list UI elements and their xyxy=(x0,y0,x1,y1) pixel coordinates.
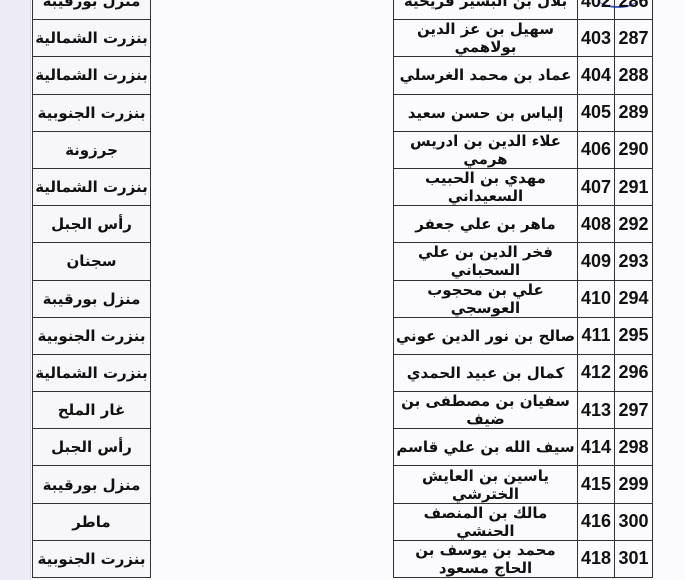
number-cell: 299 xyxy=(614,465,653,504)
number-cell: 289 xyxy=(614,93,653,132)
city-table: منزل بورقيبة بنزرت الشمالية بنزرت الشمالية… xyxy=(32,0,151,579)
name-cell: سهيل بن عز الدين بولاهمي xyxy=(393,19,578,58)
names-table: بلال بن البشير قريحية 402 286 سهيل بن عز ال… xyxy=(393,0,653,579)
city-cell: بنزرت الجنوبية xyxy=(32,316,151,355)
table-row: فخر الدين بن علي السحباني 409 293 xyxy=(393,242,653,281)
id-cell: 416 xyxy=(577,502,615,541)
number-cell: 295 xyxy=(614,316,653,355)
number-cell: 287 xyxy=(614,19,653,58)
table-row: ياسين بن العايش الخترشي 415 299 xyxy=(393,465,653,504)
city-cell: منزل بورقيبة xyxy=(32,0,151,21)
number-cell: 301 xyxy=(614,539,653,579)
number-cell: 292 xyxy=(614,205,653,244)
name-cell: سيف الله بن علي قاسم xyxy=(393,428,578,467)
number-cell: 296 xyxy=(614,353,653,393)
city-cell: رأس الجبل xyxy=(32,205,151,244)
table-row: مهدي بن الحبيب السعيداني 407 291 xyxy=(393,167,653,207)
city-cell: بنزرت الشمالية xyxy=(32,19,151,58)
city-row: رأس الجبل xyxy=(32,205,151,244)
name-cell: إلياس بن حسن سعيد xyxy=(393,93,578,132)
city-cell: ماطر xyxy=(32,502,151,541)
id-cell: 410 xyxy=(577,279,615,318)
name-cell: مالك بن المنصف الحنشي xyxy=(393,502,578,541)
city-cell: منزل بورقيبة xyxy=(32,279,151,318)
name-cell: محمد بن يوسف بن الحاج مسعود xyxy=(393,539,578,579)
city-row: منزل بورقيبة xyxy=(32,465,151,504)
city-row: بنزرت الشمالية xyxy=(32,19,151,58)
city-row: رأس الجبل xyxy=(32,428,151,467)
city-cell: بنزرت الشمالية xyxy=(32,353,151,393)
city-row: بنزرت الجنوبية xyxy=(32,539,151,579)
name-cell: عماد بن محمد الغرسلي xyxy=(393,56,578,95)
number-cell: 294 xyxy=(614,279,653,318)
number-cell: 297 xyxy=(614,391,653,430)
number-cell: 286 xyxy=(614,0,653,21)
name-cell: صالح بن نور الدين عوني xyxy=(393,316,578,355)
city-cell: رأس الجبل xyxy=(32,428,151,467)
city-cell: سجنان xyxy=(32,242,151,281)
id-cell: 405 xyxy=(577,93,615,132)
id-cell: 404 xyxy=(577,56,615,95)
table-row: ماهر بن علي جعفر 408 292 xyxy=(393,205,653,244)
name-cell: بلال بن البشير قريحية xyxy=(393,0,578,21)
table-row: صالح بن نور الدين عوني 411 295 xyxy=(393,316,653,355)
city-cell: بنزرت الشمالية xyxy=(32,56,151,95)
city-cell: بنزرت الجنوبية xyxy=(32,93,151,132)
city-cell: منزل بورقيبة xyxy=(32,465,151,504)
city-row: سجنان xyxy=(32,242,151,281)
table-row: محمد بن يوسف بن الحاج مسعود 418 301 xyxy=(393,539,653,579)
table-row: علاء الدين بن ادريس هرمي 406 290 xyxy=(393,130,653,169)
table-row: سهيل بن عز الدين بولاهمي 403 287 xyxy=(393,19,653,58)
city-row: بنزرت الجنوبية xyxy=(32,93,151,132)
number-cell: 290 xyxy=(614,130,653,169)
id-cell: 413 xyxy=(577,391,615,430)
number-cell: 291 xyxy=(614,167,653,207)
name-cell: علاء الدين بن ادريس هرمي xyxy=(393,130,578,169)
city-cell: بنزرت الشمالية xyxy=(32,167,151,207)
id-cell: 402 xyxy=(577,0,615,21)
city-row: منزل بورقيبة xyxy=(32,0,151,21)
id-cell: 415 xyxy=(577,465,615,504)
city-cell: جرزونة xyxy=(32,130,151,169)
city-row: جرزونة xyxy=(32,130,151,169)
name-cell: علي بن محجوب العوسجي xyxy=(393,279,578,318)
id-cell: 412 xyxy=(577,353,615,393)
name-cell: ياسين بن العايش الخترشي xyxy=(393,465,578,504)
page-edge xyxy=(0,0,31,580)
city-cell: غار الملح xyxy=(32,391,151,430)
id-cell: 414 xyxy=(577,428,615,467)
table-row: سيف الله بن علي قاسم 414 298 xyxy=(393,428,653,467)
name-cell: ماهر بن علي جعفر xyxy=(393,205,578,244)
city-row: بنزرت الشمالية xyxy=(32,353,151,393)
number-cell: 293 xyxy=(614,242,653,281)
table-row: مالك بن المنصف الحنشي 416 300 xyxy=(393,502,653,541)
city-row: غار الملح xyxy=(32,391,151,430)
name-cell: سفيان بن مصطفى بن ضيف xyxy=(393,391,578,430)
city-row: بنزرت الشمالية xyxy=(32,167,151,207)
name-cell: مهدي بن الحبيب السعيداني xyxy=(393,167,578,207)
id-cell: 403 xyxy=(577,19,615,58)
id-cell: 418 xyxy=(577,539,615,579)
id-cell: 406 xyxy=(577,130,615,169)
table-row: إلياس بن حسن سعيد 405 289 xyxy=(393,93,653,132)
number-cell: 288 xyxy=(614,56,653,95)
city-row: ماطر xyxy=(32,502,151,541)
name-cell: فخر الدين بن علي السحباني xyxy=(393,242,578,281)
table-row: كمال بن عبيد الحمدي 412 296 xyxy=(393,353,653,393)
city-row: بنزرت الجنوبية xyxy=(32,316,151,355)
id-cell: 409 xyxy=(577,242,615,281)
number-cell: 298 xyxy=(614,428,653,467)
id-cell: 411 xyxy=(577,316,615,355)
table-row: عماد بن محمد الغرسلي 404 288 xyxy=(393,56,653,95)
id-cell: 407 xyxy=(577,167,615,207)
city-cell: بنزرت الجنوبية xyxy=(32,539,151,579)
table-row: بلال بن البشير قريحية 402 286 xyxy=(393,0,653,21)
table-row: علي بن محجوب العوسجي 410 294 xyxy=(393,279,653,318)
id-cell: 408 xyxy=(577,205,615,244)
name-cell: كمال بن عبيد الحمدي xyxy=(393,353,578,393)
number-cell: 300 xyxy=(614,502,653,541)
city-row: بنزرت الشمالية xyxy=(32,56,151,95)
city-row: منزل بورقيبة xyxy=(32,279,151,318)
table-row: سفيان بن مصطفى بن ضيف 413 297 xyxy=(393,391,653,430)
